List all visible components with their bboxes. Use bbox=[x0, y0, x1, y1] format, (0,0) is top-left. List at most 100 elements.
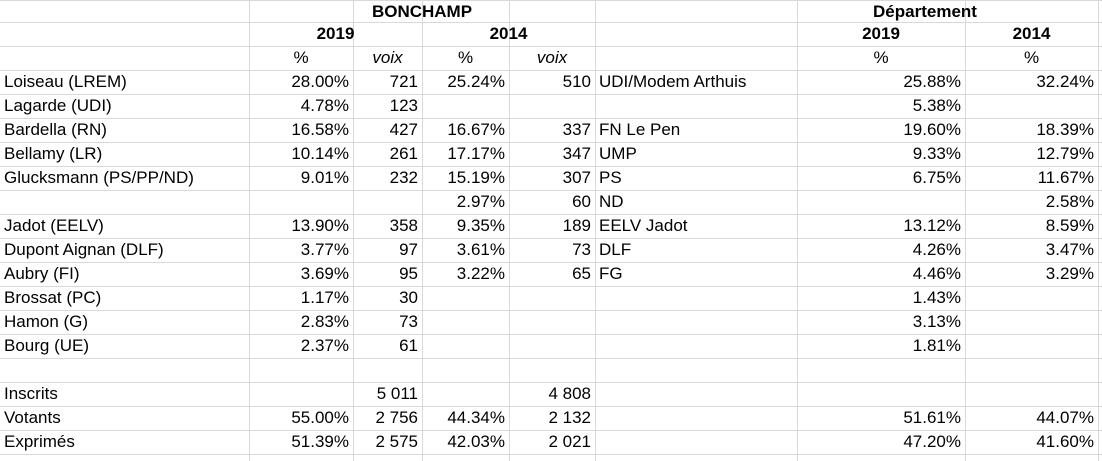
bonchamp-2014-pct bbox=[422, 382, 509, 406]
dept-2019-pct: 5.38% bbox=[912, 96, 961, 115]
bonchamp-2014-voix: 65 bbox=[572, 264, 591, 283]
bonchamp-2019-voix: 2 756 bbox=[375, 408, 418, 427]
party-2014: PS bbox=[599, 168, 622, 187]
row-label: Bourg (UE) bbox=[4, 336, 90, 355]
bonchamp-2014-pct: 3.22% bbox=[456, 264, 505, 283]
dept-2014-pct bbox=[965, 382, 1098, 406]
header-bonchamp-2019: 2019 bbox=[316, 24, 355, 43]
subheader-voix-2019: voix bbox=[372, 48, 403, 67]
bonchamp-2014-voix: 307 bbox=[562, 168, 591, 187]
row-label: Brossat (PC) bbox=[4, 288, 102, 307]
dept-2014-pct: 41.60% bbox=[1036, 432, 1094, 451]
bonchamp-2014-pct: 16.67% bbox=[447, 120, 505, 139]
party-2014: EELV Jadot bbox=[599, 216, 688, 235]
bonchamp-2019-pct: 1.17% bbox=[300, 288, 349, 307]
dept-2019-pct: 47.20% bbox=[903, 432, 961, 451]
bonchamp-2019-pct: 4.78% bbox=[300, 96, 349, 115]
bonchamp-2019-voix: 5 011 bbox=[376, 384, 418, 403]
bonchamp-2019-voix: 427 bbox=[389, 120, 418, 139]
bonchamp-2014-voix bbox=[509, 334, 595, 358]
bonchamp-2014-pct: 17.17% bbox=[447, 144, 505, 163]
row-label: Bellamy (LR) bbox=[4, 144, 103, 163]
header-departement: Département bbox=[873, 2, 977, 21]
row-label: Aubry (FI) bbox=[4, 264, 80, 283]
header-dept-2014: 2014 bbox=[1012, 24, 1051, 43]
bonchamp-2019-voix: 30 bbox=[399, 288, 418, 307]
bonchamp-2014-pct: 15.19% bbox=[447, 168, 505, 187]
dept-2014-pct bbox=[965, 310, 1098, 334]
grid-hline bbox=[0, 334, 1102, 335]
dept-2019-pct: 51.61% bbox=[903, 408, 961, 427]
bonchamp-2019-pct: 28.00% bbox=[291, 72, 349, 91]
party-2014: UMP bbox=[599, 144, 637, 163]
subheader-voix-2014: voix bbox=[536, 48, 568, 67]
party-2014: ND bbox=[599, 192, 624, 211]
row-label: Hamon (G) bbox=[4, 312, 89, 331]
grid-hline bbox=[0, 166, 1102, 167]
bonchamp-2019-pct: 16.58% bbox=[291, 120, 349, 139]
bonchamp-2019-voix: 61 bbox=[399, 336, 418, 355]
bonchamp-2019-pct: 3.69% bbox=[300, 264, 349, 283]
party-2014 bbox=[595, 430, 797, 454]
bonchamp-2019-voix: 95 bbox=[399, 264, 418, 283]
bonchamp-2019-voix bbox=[353, 358, 422, 382]
party-2014 bbox=[595, 286, 797, 310]
bonchamp-2019-voix: 97 bbox=[399, 240, 418, 259]
bonchamp-2019-voix bbox=[353, 190, 422, 214]
row-label: Votants bbox=[4, 408, 61, 427]
grid-hline bbox=[0, 310, 1102, 311]
grid-vline bbox=[1098, 0, 1099, 461]
dept-2019-pct bbox=[797, 358, 965, 382]
subheader-pct-2014: % bbox=[457, 48, 474, 67]
dept-2019-pct: 1.43% bbox=[912, 288, 961, 307]
bonchamp-2014-pct bbox=[422, 358, 509, 382]
bonchamp-2014-voix: 60 bbox=[572, 192, 591, 211]
grid-hline bbox=[0, 142, 1102, 143]
bonchamp-2014-voix bbox=[509, 94, 595, 118]
bonchamp-2014-voix bbox=[509, 358, 595, 382]
row-label: Lagarde (UDI) bbox=[4, 96, 112, 115]
dept-2014-pct: 3.47% bbox=[1045, 240, 1094, 259]
row-label bbox=[0, 358, 249, 382]
party-2014: UDI/Modem Arthuis bbox=[599, 72, 747, 91]
bonchamp-2019-voix: 261 bbox=[389, 144, 418, 163]
bonchamp-2014-pct: 3.61% bbox=[456, 240, 505, 259]
dept-2019-pct: 3.13% bbox=[912, 312, 961, 331]
dept-2014-pct bbox=[965, 94, 1098, 118]
bonchamp-2014-voix bbox=[509, 286, 595, 310]
bonchamp-2019-pct bbox=[249, 382, 353, 406]
subheader-dept-pct-2014: % bbox=[1023, 48, 1040, 67]
row-label: Inscrits bbox=[4, 384, 58, 403]
dept-2019-pct: 4.26% bbox=[912, 240, 961, 259]
grid-vline bbox=[353, 0, 354, 461]
dept-2014-pct: 8.59% bbox=[1045, 216, 1094, 235]
bonchamp-2019-voix: 232 bbox=[389, 168, 418, 187]
dept-2014-pct: 2.58% bbox=[1045, 192, 1094, 211]
subheader-dept-pct-2019: % bbox=[873, 48, 889, 67]
grid-vline bbox=[595, 0, 596, 461]
party-2014 bbox=[595, 334, 797, 358]
dept-2014-pct bbox=[965, 334, 1098, 358]
dept-2014-pct: 44.07% bbox=[1036, 408, 1094, 427]
bonchamp-2014-voix: 510 bbox=[562, 72, 591, 91]
grid-hline bbox=[0, 46, 1102, 47]
bonchamp-2019-pct: 9.01% bbox=[300, 168, 349, 187]
bonchamp-2014-voix: 4 808 bbox=[548, 384, 591, 403]
bonchamp-2019-pct: 2.83% bbox=[300, 312, 349, 331]
grid-hline bbox=[0, 382, 1102, 383]
bonchamp-2014-pct: 2.97% bbox=[456, 192, 505, 211]
bonchamp-2014-pct: 42.03% bbox=[447, 432, 505, 451]
grid-hline bbox=[0, 358, 1102, 359]
dept-2019-pct: 25.88% bbox=[903, 72, 961, 91]
grid-vline bbox=[249, 0, 250, 461]
grid-hline bbox=[0, 214, 1102, 215]
bonchamp-2019-pct: 2.37% bbox=[300, 336, 349, 355]
bonchamp-2014-pct: 9.35% bbox=[456, 216, 505, 235]
grid-hline bbox=[0, 94, 1102, 95]
bonchamp-2014-pct: 25.24% bbox=[447, 72, 505, 91]
grid-hline bbox=[0, 454, 1102, 455]
bonchamp-2019-pct bbox=[249, 358, 353, 382]
row-label: Glucksmann (PS/PP/ND) bbox=[4, 168, 194, 187]
dept-2019-pct bbox=[797, 190, 965, 214]
